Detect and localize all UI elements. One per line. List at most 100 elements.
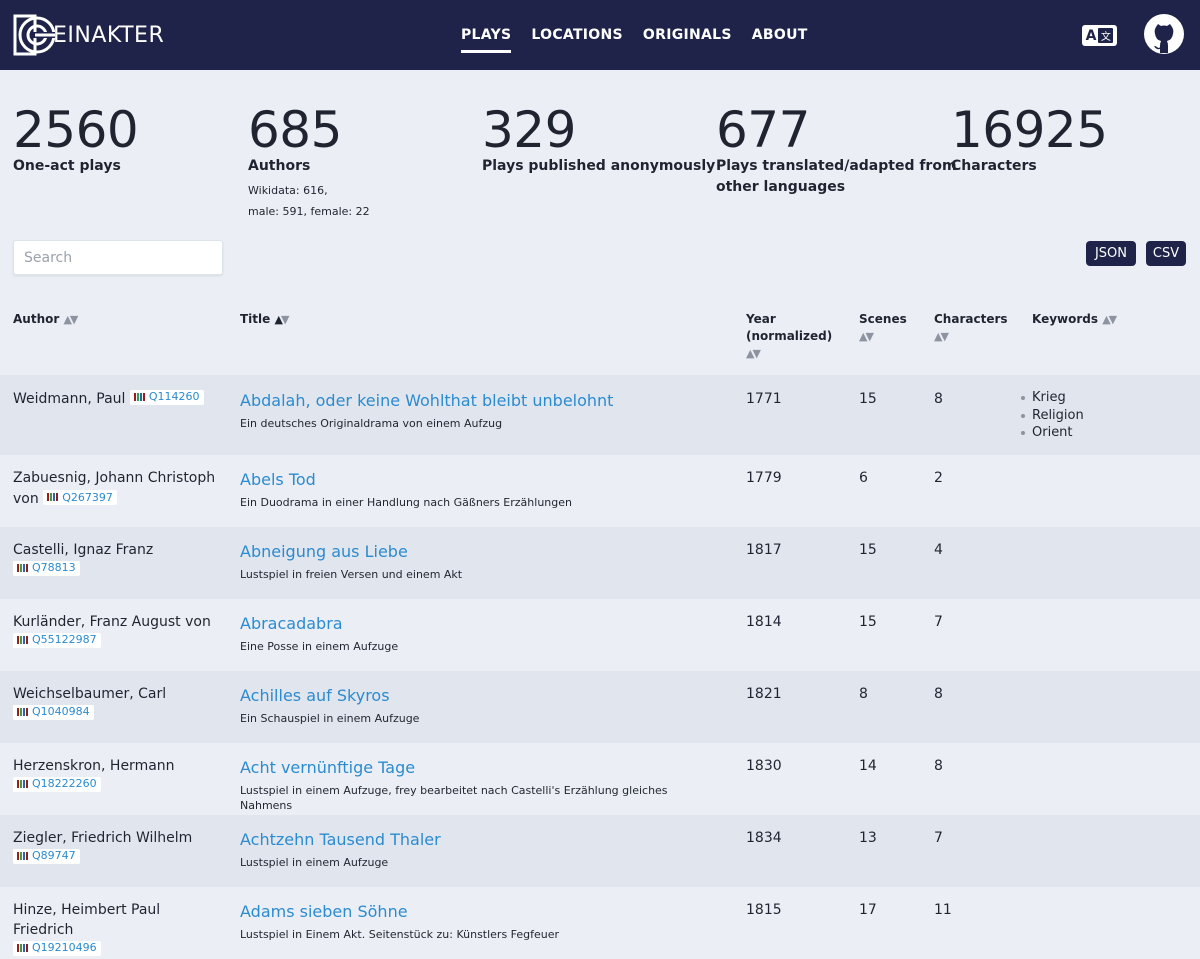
- play-title-link[interactable]: Achtzehn Tausend Thaler: [240, 830, 441, 849]
- stat-number: 16925: [951, 101, 1108, 159]
- characters-cell: 11: [934, 902, 952, 918]
- top-navbar: EINAKTER PLAYS LOCATIONS ORIGINALS ABOUT…: [0, 0, 1200, 70]
- wikidata-id: Q89747: [32, 849, 76, 862]
- sort-icon[interactable]: ▲▼: [859, 330, 874, 343]
- wikidata-badge[interactable]: Q78813: [13, 560, 80, 576]
- wikidata-badge[interactable]: Q114260: [129, 389, 204, 405]
- stat-number: 685: [248, 101, 342, 159]
- language-switch-button[interactable]: A 文: [1082, 25, 1117, 46]
- sort-icon[interactable]: ▲▼: [63, 313, 78, 326]
- author-name-cont[interactable]: von: [13, 491, 39, 507]
- sort-icon[interactable]: ▲▼: [1102, 313, 1117, 326]
- characters-cell: 7: [934, 830, 943, 846]
- header-keywords[interactable]: Keywords ▲▼: [1032, 311, 1117, 328]
- author-name[interactable]: Ziegler, Friedrich Wilhelm: [13, 830, 193, 846]
- header-characters[interactable]: Characters ▲▼: [934, 311, 1008, 345]
- title-cell: Abels Tod Ein Duodrama in einer Handlung…: [240, 469, 720, 510]
- sort-icon[interactable]: ▲▼: [746, 347, 761, 360]
- nav-plays[interactable]: PLAYS: [461, 23, 512, 53]
- wikidata-badge[interactable]: Q19210496: [13, 940, 101, 956]
- stat-sub-wikidata: Wikidata: 616,: [248, 184, 328, 197]
- header-year[interactable]: Year (normalized) ▲▼: [746, 311, 832, 362]
- play-title-link[interactable]: Acht vernünftige Tage: [240, 758, 416, 777]
- nav-locations[interactable]: LOCATIONS: [531, 27, 623, 43]
- header-year-label-2: (normalized): [746, 329, 833, 343]
- sort-icon[interactable]: ▲▼: [934, 330, 949, 343]
- translate-icon-a: A: [1085, 27, 1097, 44]
- author-cell: Weidmann, Paul Q114260: [13, 389, 223, 409]
- play-subtitle: Eine Posse in einem Aufzuge: [240, 640, 399, 653]
- author-name[interactable]: Kurländer, Franz August von: [13, 614, 211, 630]
- play-title-link[interactable]: Achilles auf Skyros: [240, 686, 390, 705]
- wikidata-badge[interactable]: Q55122987: [13, 632, 101, 648]
- table-row: Castelli, Ignaz Franz Q78813 Abneigung a…: [0, 527, 1200, 599]
- sort-icon[interactable]: ▲▼: [274, 313, 289, 326]
- play-title-link[interactable]: Abdalah, oder keine Wohlthat bleibt unbe…: [240, 391, 614, 410]
- play-title-link[interactable]: Abels Tod: [240, 470, 316, 489]
- wikidata-badge[interactable]: Q89747: [13, 848, 80, 864]
- wikidata-icon: [17, 852, 29, 860]
- title-cell: Achilles auf Skyros Ein Schauspiel in ei…: [240, 685, 720, 726]
- characters-cell: 4: [934, 542, 943, 558]
- play-title-link[interactable]: Abneigung aus Liebe: [240, 542, 408, 561]
- author-name[interactable]: Weidmann, Paul: [13, 391, 126, 407]
- csv-download-button[interactable]: CSV: [1146, 241, 1186, 266]
- characters-cell: 7: [934, 614, 943, 630]
- wikidata-badge[interactable]: Q267397: [43, 489, 117, 505]
- author-name[interactable]: Herzenskron, Hermann: [13, 758, 175, 774]
- year-cell: 1821: [746, 686, 782, 702]
- wikidata-icon: [17, 708, 29, 716]
- wikidata-icon: [17, 636, 29, 644]
- author-cell: Castelli, Ignaz Franz Q78813: [13, 540, 223, 580]
- header-author[interactable]: Author ▲▼: [13, 311, 78, 328]
- play-subtitle: Lustspiel in Einem Akt. Seitenstück zu: …: [240, 928, 560, 941]
- table-row: Weidmann, Paul Q114260 Abdalah, oder kei…: [0, 375, 1200, 455]
- author-name[interactable]: Castelli, Ignaz Franz: [13, 542, 154, 558]
- keyword-item[interactable]: Orient: [1019, 424, 1084, 442]
- title-cell: Abracadabra Eine Posse in einem Aufzuge: [240, 613, 720, 654]
- year-cell: 1834: [746, 830, 782, 846]
- main-nav: PLAYS LOCATIONS ORIGINALS ABOUT: [461, 0, 828, 70]
- stat-number: 2560: [13, 101, 139, 159]
- wikidata-id: Q78813: [32, 561, 76, 574]
- stat-label: Authors: [248, 158, 311, 174]
- header-author-label: Author: [13, 312, 60, 326]
- github-icon[interactable]: [1143, 13, 1185, 55]
- keyword-item[interactable]: Religion: [1019, 407, 1084, 425]
- wikidata-badge[interactable]: Q18222260: [13, 776, 101, 792]
- search-input[interactable]: [13, 240, 223, 275]
- play-title-link[interactable]: Abracadabra: [240, 614, 343, 633]
- header-year-label: Year: [746, 312, 776, 326]
- json-download-button[interactable]: JSON: [1086, 241, 1136, 266]
- keyword-item[interactable]: Krieg: [1019, 389, 1084, 407]
- author-name[interactable]: Hinze, Heimbert Paul Friedrich: [13, 902, 161, 938]
- play-subtitle: Lustspiel in einem Aufzuge: [240, 856, 389, 869]
- author-cell: Herzenskron, Hermann Q18222260: [13, 756, 223, 796]
- einakter-logo[interactable]: EINAKTER: [13, 14, 164, 56]
- author-cell: Kurländer, Franz August von Q55122987: [13, 612, 223, 652]
- header-scenes[interactable]: Scenes ▲▼: [859, 311, 907, 345]
- wikidata-id: Q267397: [62, 490, 113, 504]
- author-name[interactable]: Weichselbaumer, Carl: [13, 686, 167, 702]
- title-cell: Adams sieben Söhne Lustspiel in Einem Ak…: [240, 901, 720, 942]
- nav-about[interactable]: ABOUT: [751, 27, 808, 43]
- play-title-link[interactable]: Adams sieben Söhne: [240, 902, 408, 921]
- wikidata-id: Q114260: [148, 390, 200, 403]
- header-scenes-label: Scenes: [859, 312, 907, 326]
- header-characters-label: Characters: [934, 312, 1008, 326]
- header-title[interactable]: Title ▲▼: [240, 311, 289, 328]
- keywords-list: Krieg Religion Orient: [1019, 389, 1084, 442]
- stat-label: Plays published anonymously: [482, 158, 716, 174]
- play-subtitle: Ein deutsches Originaldrama von einem Au…: [240, 417, 503, 430]
- scenes-cell: 17: [859, 902, 877, 918]
- author-cell: Weichselbaumer, Carl Q1040984: [13, 684, 223, 724]
- stat-label: One-act plays: [13, 158, 121, 174]
- table-row: Ziegler, Friedrich Wilhelm Q89747 Achtze…: [0, 815, 1200, 887]
- table-row: Weichselbaumer, Carl Q1040984 Achilles a…: [0, 671, 1200, 743]
- author-name[interactable]: Zabuesnig, Johann Christoph: [13, 470, 216, 486]
- characters-cell: 8: [934, 758, 943, 774]
- stat-number: 677: [716, 101, 810, 159]
- wikidata-badge[interactable]: Q1040984: [13, 704, 94, 720]
- wikidata-id: Q19210496: [32, 941, 97, 954]
- nav-originals[interactable]: ORIGINALS: [642, 27, 732, 43]
